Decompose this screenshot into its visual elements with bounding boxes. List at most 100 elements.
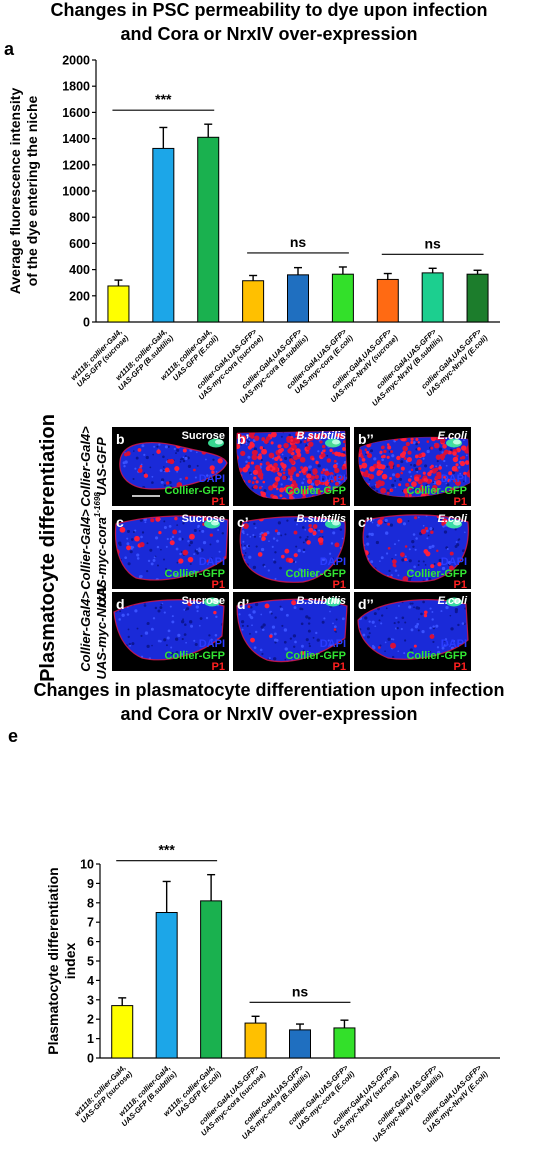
p1-cell <box>452 451 457 456</box>
p1-cell <box>448 471 453 476</box>
nucleus-dot <box>308 644 312 648</box>
p1-cell <box>320 529 324 534</box>
chart-e-bar <box>333 1027 356 1059</box>
nucleus-dot <box>280 607 284 611</box>
nucleus-dot <box>126 537 129 540</box>
nucleus-dot <box>163 611 166 614</box>
nucleus-dot <box>132 477 135 480</box>
nucleus-dot <box>284 658 287 661</box>
p1-cell <box>366 443 371 448</box>
nucleus-dot <box>140 535 143 539</box>
nucleus-dot <box>409 602 412 605</box>
panel-e-letter: e <box>8 726 18 746</box>
nucleus-dot <box>433 481 437 485</box>
nucleus-dot <box>196 610 199 613</box>
nucleus-dot <box>312 636 315 639</box>
nucleus-dot <box>457 623 460 627</box>
p1-cell <box>423 613 428 618</box>
nucleus-dot <box>431 618 434 621</box>
p1-cell <box>237 434 242 439</box>
chart-e-title-line1: Changes in plasmatocyte differentiation … <box>33 680 504 700</box>
nucleus-dot <box>195 451 198 454</box>
channel-label-collier-gfp: Collier-GFP <box>285 485 346 497</box>
nucleus-dot <box>149 548 153 552</box>
tissue-rim <box>358 436 471 498</box>
nucleus-dot <box>301 526 305 529</box>
channel-label-p1: P1 <box>212 579 225 591</box>
nucleus-dot <box>429 527 433 531</box>
nucleus-dot <box>455 541 458 543</box>
nucleus-dot <box>195 605 199 609</box>
nucleus-dot <box>465 454 468 457</box>
p1-cell <box>178 558 184 564</box>
chart-e-bar <box>111 1005 134 1059</box>
p1-cell <box>440 437 446 444</box>
p1-cell <box>139 465 143 468</box>
p1-cell <box>333 475 339 482</box>
p1-cell <box>434 467 439 472</box>
p1-cell <box>164 467 170 473</box>
p1-cell <box>426 440 430 443</box>
p1-cell <box>300 651 305 656</box>
nucleus-dot <box>410 463 413 466</box>
micrograph-panel-label: d’’ <box>358 596 374 612</box>
nucleus-dot <box>450 627 454 631</box>
p1-cell <box>143 473 149 478</box>
p1-cell <box>287 468 291 472</box>
nucleus-dot <box>401 616 405 620</box>
p1-cell <box>291 486 297 492</box>
p1-cell <box>417 441 420 444</box>
nucleus-dot <box>150 562 154 566</box>
nucleus-dot <box>422 560 425 563</box>
chart-a-title-line2: and Cora or NrxIV over-expression <box>120 24 417 44</box>
nucleus-dot <box>129 550 133 554</box>
chart-e-y-tick-label: 10 <box>80 858 94 872</box>
p1-cell <box>299 457 306 463</box>
nucleus-dot <box>294 640 297 644</box>
p1-cell <box>282 475 287 481</box>
p1-cell <box>282 468 286 472</box>
p1-cell <box>290 466 297 473</box>
nucleus-dot <box>328 552 332 555</box>
tissue-rim <box>114 515 229 581</box>
p1-cell <box>284 548 290 554</box>
nucleus-dot <box>201 529 205 533</box>
p1-cell <box>314 474 319 480</box>
p1-cell <box>270 441 274 445</box>
nucleus-dot <box>322 557 326 561</box>
p1-cell <box>400 552 405 557</box>
p1-cell <box>308 527 314 533</box>
p1-cell <box>432 484 438 491</box>
nucleus-dot <box>259 535 262 538</box>
nucleus-dot <box>244 544 246 547</box>
nucleus-dot <box>436 646 440 649</box>
p1-cell <box>324 487 331 493</box>
p1-cell <box>413 644 417 648</box>
p1-cell <box>301 431 305 435</box>
chart-a-significance-label: ns <box>424 235 441 251</box>
p1-cell <box>410 441 414 445</box>
nucleus-dot <box>429 626 432 630</box>
micrograph-condition-label: E.coli <box>438 513 468 525</box>
p1-cell <box>328 485 331 488</box>
nucleus-dot <box>286 519 289 522</box>
collier-gfp-core <box>453 520 461 526</box>
micrograph-condition-label: Sucrose <box>182 595 225 607</box>
nucleus-dot <box>331 557 334 559</box>
nucleus-dot <box>247 545 250 548</box>
nucleus-dot <box>417 516 420 519</box>
nucleus-dot <box>184 623 187 626</box>
nucleus-dot <box>248 439 251 441</box>
nucleus-dot <box>314 573 318 577</box>
nucleus-dot <box>253 535 257 538</box>
nucleus-dot <box>381 458 384 462</box>
p1-cell <box>459 460 466 467</box>
p1-cell <box>418 466 422 471</box>
nucleus-dot <box>214 633 218 637</box>
nucleus-dot <box>150 627 154 631</box>
nucleus-dot <box>242 546 246 550</box>
p1-cell <box>417 447 421 451</box>
